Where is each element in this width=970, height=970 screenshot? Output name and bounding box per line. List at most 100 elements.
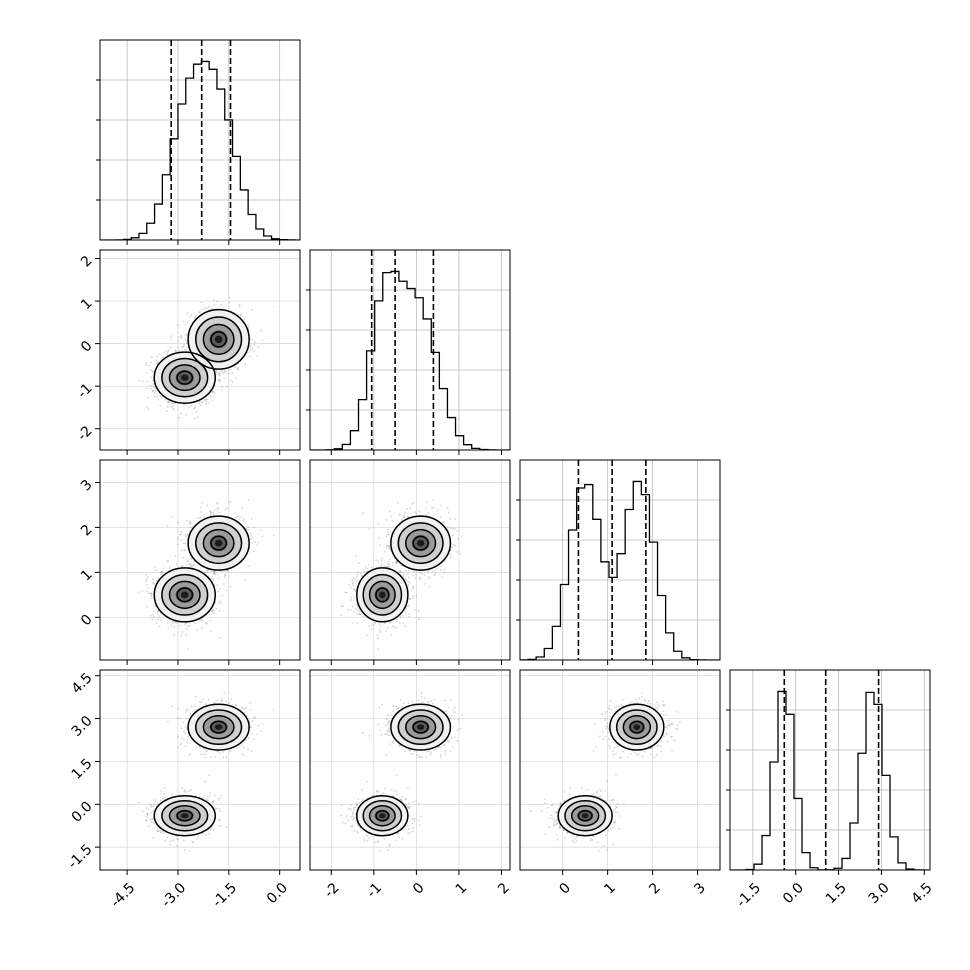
scatter-point — [145, 573, 148, 576]
scatter-point — [210, 514, 213, 517]
scatter-point — [391, 561, 394, 564]
scatter-point — [221, 594, 224, 597]
scatter-point — [387, 627, 389, 629]
scatter-point — [176, 538, 179, 541]
scatter-point — [152, 578, 154, 581]
scatter-point — [176, 536, 179, 539]
scatter-point — [215, 300, 218, 303]
scatter-point — [214, 572, 216, 575]
scatter-point — [180, 412, 183, 415]
scatter-point — [156, 612, 159, 614]
scatter-point — [145, 362, 148, 364]
scatter-point — [200, 401, 203, 404]
scatter-point — [206, 570, 209, 573]
scatter-point — [164, 398, 167, 401]
scatter-point — [361, 574, 364, 577]
scatter-point — [237, 366, 240, 369]
scatter-point — [349, 609, 352, 612]
scatter-point — [452, 527, 455, 530]
scatter-point — [247, 526, 250, 529]
scatter-point — [217, 576, 220, 579]
scatter-point — [397, 501, 400, 504]
scatter-point — [149, 614, 152, 617]
scatter-point — [210, 512, 212, 515]
scatter-point — [358, 610, 361, 613]
scatter-point — [218, 372, 221, 375]
scatter-point — [344, 591, 347, 594]
scatter-point — [243, 318, 246, 321]
scatter-point — [212, 513, 215, 516]
scatter-point — [356, 573, 359, 575]
scatter-point — [423, 574, 426, 576]
scatter-point — [213, 572, 215, 575]
scatter-point — [179, 533, 182, 536]
scatter-point — [406, 508, 409, 510]
scatter-point — [192, 563, 195, 566]
scatter-point — [177, 335, 180, 338]
scatter-point — [154, 390, 157, 392]
scatter-point — [376, 648, 379, 651]
scatter-point — [182, 542, 185, 544]
scatter-point — [428, 576, 430, 579]
scatter-point — [216, 573, 219, 576]
scatter-point — [357, 608, 360, 611]
scatter-point — [385, 535, 388, 538]
scatter-point — [167, 349, 170, 352]
scatter-point — [419, 571, 421, 574]
scatter-point — [250, 308, 253, 311]
scatter-point — [208, 305, 210, 308]
scatter-point — [238, 305, 241, 308]
scatter-point — [152, 614, 154, 616]
scatter-point — [157, 610, 159, 613]
scatter-point — [151, 370, 153, 373]
scatter-point — [219, 637, 222, 639]
scatter-point — [177, 543, 180, 546]
scatter-point — [256, 544, 259, 547]
scatter-point — [194, 418, 196, 420]
scatter-point — [194, 622, 196, 625]
scatter-point — [424, 583, 427, 585]
scatter-point — [223, 574, 226, 576]
scatter-point — [177, 324, 180, 327]
scatter-point — [219, 381, 222, 383]
scatter-point — [185, 563, 188, 566]
scatter-point — [348, 584, 350, 586]
scatter-point — [247, 565, 250, 568]
scatter-point — [150, 597, 153, 600]
scatter-point — [412, 597, 414, 599]
scatter-point — [195, 410, 198, 413]
scatter-point — [146, 605, 149, 608]
scatter-point — [152, 389, 154, 392]
scatter-point — [236, 367, 239, 370]
scatter-point — [186, 349, 188, 351]
scatter-point — [180, 549, 183, 551]
scatter-point — [146, 575, 149, 578]
scatter-point — [367, 564, 370, 566]
scatter-point — [375, 559, 378, 562]
scatter-point — [385, 546, 388, 549]
scatter-point — [232, 372, 234, 374]
scatter-point — [254, 540, 256, 543]
scatter-point — [412, 585, 415, 588]
scatter-point — [170, 338, 173, 341]
scatter-point — [185, 627, 188, 630]
scatter-point — [138, 379, 140, 382]
scatter-point — [185, 340, 188, 342]
scatter-point — [154, 569, 157, 572]
scatter-point — [194, 406, 196, 408]
scatter-point — [184, 338, 187, 341]
scatter-point — [229, 368, 231, 371]
scatter-point — [207, 569, 209, 572]
scatter-point — [216, 507, 219, 509]
scatter-point — [205, 622, 208, 624]
scatter-point — [247, 499, 250, 501]
contour-1 — [210, 535, 228, 551]
scatter-point — [166, 622, 169, 625]
scatter-point — [418, 618, 420, 621]
scatter-point — [385, 565, 387, 568]
scatter-point — [248, 355, 251, 358]
scatter-point — [217, 602, 220, 605]
scatter-point — [253, 550, 255, 553]
scatter-point — [157, 361, 159, 364]
contour-1 — [202, 323, 235, 356]
